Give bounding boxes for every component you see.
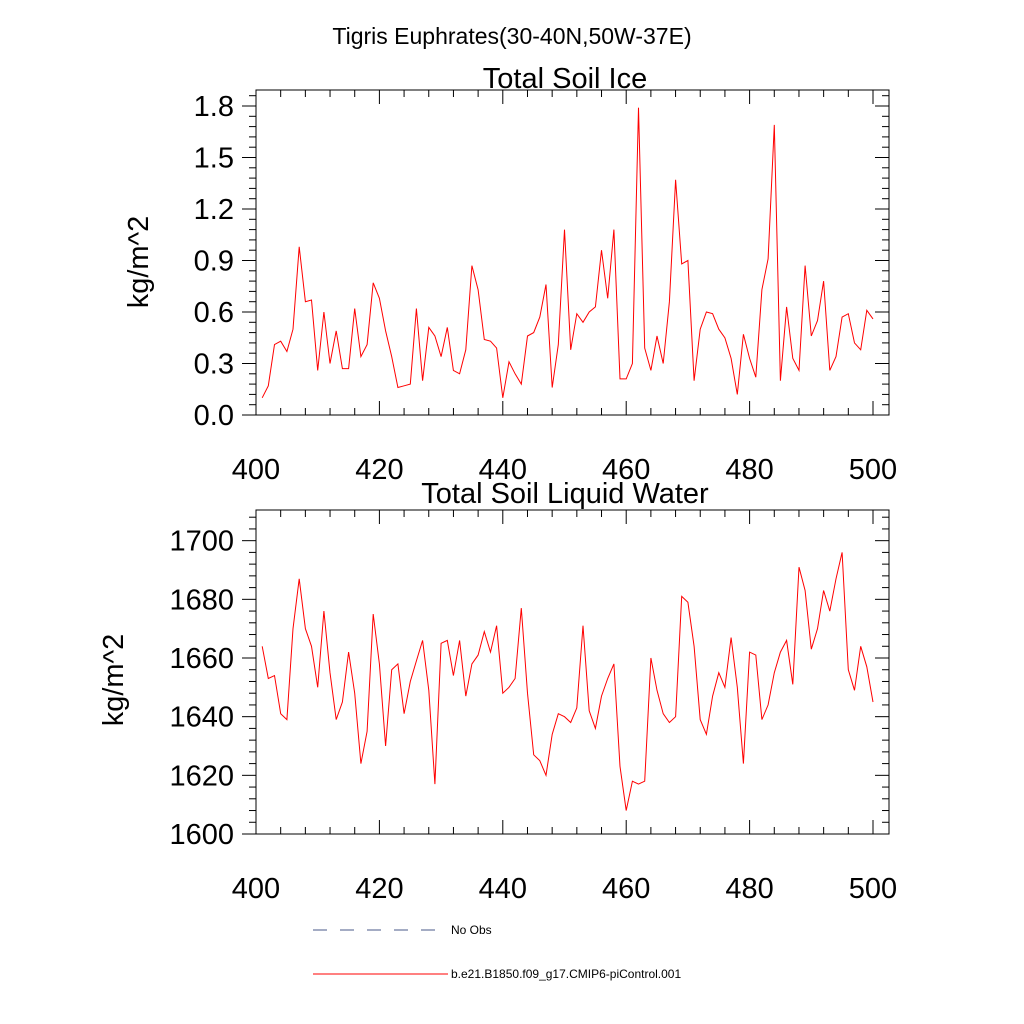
x-tick-label: 440 — [479, 873, 527, 905]
x-tick-label: 460 — [602, 873, 650, 905]
plot-frame — [255, 89, 890, 416]
y-tick-label: 0.9 — [194, 246, 234, 278]
legend-obs-label: No Obs — [451, 923, 492, 937]
plot-frame — [255, 509, 890, 835]
y-tick-label: 1.2 — [194, 194, 234, 226]
x-tick-label: 500 — [849, 873, 897, 905]
y-tick-label: 1680 — [169, 584, 234, 616]
x-tick-label: 420 — [355, 454, 403, 486]
series-line — [261, 107, 874, 399]
x-tick-label: 400 — [232, 873, 280, 905]
y-tick-label: 1640 — [169, 702, 234, 734]
x-tick-label: 460 — [602, 454, 650, 486]
series-line — [261, 552, 874, 811]
y-axis-label: kg/m^2 — [123, 216, 155, 309]
y-tick-label: 1600 — [169, 819, 234, 851]
y-tick-label: 1700 — [169, 526, 234, 558]
x-tick-label: 500 — [849, 454, 897, 486]
panel-total-soil-liquid-water: Total Soil Liquid Water kg/m^2 400 420 440… — [98, 478, 897, 905]
x-tick-label: 440 — [479, 454, 527, 486]
y-tick-label: 1660 — [169, 643, 234, 675]
y-tick-label: 0.3 — [194, 349, 234, 381]
figure-suptitle: Tigris Euphrates(30-40N,50W-37E) — [332, 23, 691, 49]
plot-area: 400 420 440 460 480 500 0.0 0.3 0.6 0.9 1.2 1.5 1.8 — [194, 89, 897, 486]
y-tick-label: 0.0 — [194, 400, 234, 432]
panel-title: Total Soil Liquid Water — [421, 478, 709, 510]
plot-area: 400 420 440 460 480 500 1600 1620 1640 1660 1680 17… — [169, 509, 897, 905]
y-tick-label: 1620 — [169, 760, 234, 792]
legend-model-label: b.e21.B1850.f09_g17.CMIP6-piControl.001 — [451, 967, 681, 981]
x-tick-label: 480 — [725, 454, 773, 486]
x-tick-label: 420 — [355, 873, 403, 905]
y-tick-label: 1.5 — [194, 143, 234, 175]
legend: No Obs b.e21.B1850.f09_g17.CMIP6-piContr… — [313, 923, 681, 981]
y-tick-label: 1.8 — [194, 91, 234, 123]
x-tick-label: 480 — [725, 873, 773, 905]
x-tick-label: 400 — [232, 454, 280, 486]
panel-total-soil-ice: Total Soil Ice kg/m^2 400 420 440 460 480 500… — [123, 63, 897, 486]
y-tick-label: 0.6 — [194, 297, 234, 329]
y-axis-label: kg/m^2 — [98, 634, 130, 727]
